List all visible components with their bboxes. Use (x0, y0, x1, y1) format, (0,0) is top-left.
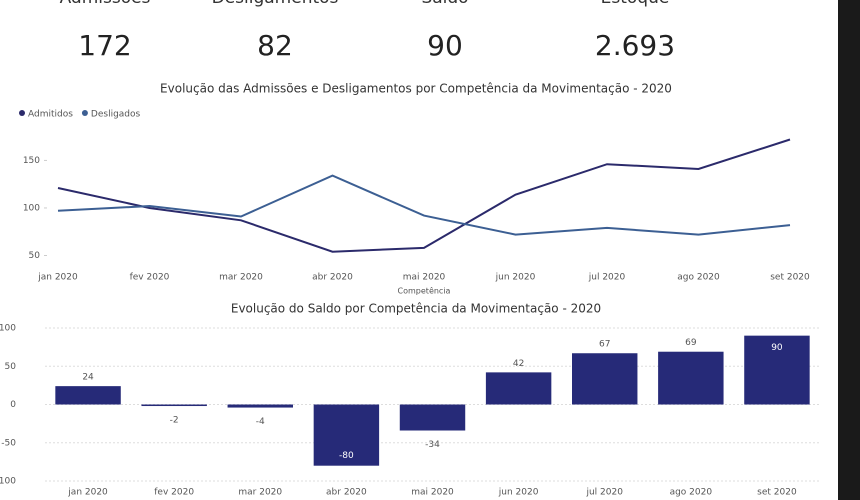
kpi-label: Desligamentos (212, 0, 339, 8)
value-label: -34 (425, 440, 440, 450)
value-label: 24 (82, 373, 94, 383)
bar (744, 335, 810, 405)
y-tick-label: 100 (0, 324, 16, 334)
kpi-label: Admissões (60, 0, 151, 8)
x-tick-label: abr 2020 (326, 488, 367, 498)
kpi-value: 82 (257, 29, 293, 62)
kpi-label: Saldo (421, 0, 468, 8)
chart-title: Evolução das Admissões e Desligamentos p… (160, 82, 672, 96)
line-series (57, 174, 791, 236)
x-tick-label: jul 2020 (585, 488, 623, 498)
y-tick-label: 0 (10, 400, 16, 410)
bar (485, 372, 552, 405)
kpi-value: 172 (78, 29, 131, 62)
x-tick-label: mar 2020 (219, 273, 263, 283)
value-label: -4 (256, 417, 265, 427)
x-tick-label: jan 2020 (67, 488, 108, 498)
x-tick-label: jul 2020 (588, 273, 626, 283)
x-tick-label: mar 2020 (238, 488, 282, 498)
y-tick-label: 150 (23, 156, 40, 166)
x-tick-label: jan 2020 (37, 273, 78, 283)
x-tick-label: jun 2020 (495, 273, 536, 283)
value-label: 69 (685, 338, 697, 348)
y-tick-label: -100 (0, 477, 16, 487)
bar (141, 404, 207, 407)
x-tick-label: mai 2020 (411, 488, 454, 498)
x-tick-label: set 2020 (770, 273, 810, 283)
bar (55, 386, 121, 405)
legend-marker (19, 110, 25, 116)
kpi-value: 2.693 (595, 29, 675, 62)
y-tick-label: 50 (5, 362, 17, 372)
x-tick-label: fev 2020 (154, 488, 194, 498)
x-tick-label: ago 2020 (670, 488, 713, 498)
x-tick-label: set 2020 (757, 488, 797, 498)
value-label: -80 (339, 451, 354, 461)
x-tick-label: jun 2020 (498, 488, 539, 498)
x-axis-label: Competência (398, 286, 451, 296)
kpi-label: Estoque (601, 0, 670, 8)
value-label: -2 (170, 416, 179, 426)
bar (313, 404, 380, 466)
side-edge (838, 0, 860, 500)
bar (399, 404, 466, 431)
kpi-value: 90 (427, 29, 463, 62)
x-tick-label: ago 2020 (677, 273, 720, 283)
line-series (57, 138, 791, 253)
chart-title: Evolução do Saldo por Competência da Mov… (231, 302, 601, 316)
bar (658, 351, 724, 405)
y-tick-label: 100 (23, 203, 40, 213)
y-tick-label: -50 (1, 438, 16, 448)
value-label: 90 (771, 343, 783, 353)
x-tick-label: abr 2020 (312, 273, 353, 283)
y-tick-label: 50 (29, 251, 41, 261)
value-label: 67 (599, 340, 610, 350)
legend-label: Admitidos (28, 110, 73, 120)
bar (572, 353, 638, 405)
x-tick-label: fev 2020 (130, 273, 170, 283)
legend-marker (81, 110, 88, 116)
bar (227, 404, 293, 408)
legend-label: Desligados (91, 110, 141, 120)
x-tick-label: mai 2020 (403, 273, 446, 283)
value-label: 42 (513, 359, 524, 369)
